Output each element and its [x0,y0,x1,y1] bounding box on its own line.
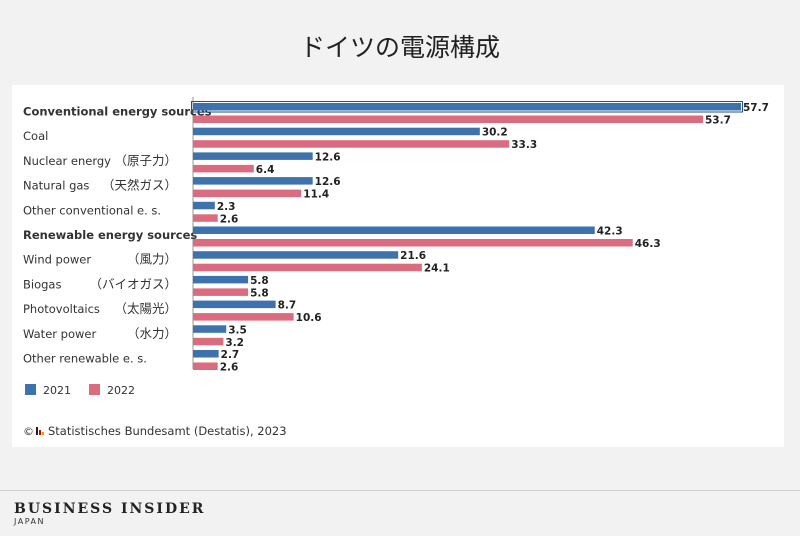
category-label: Natural gas [23,179,89,193]
category-label: Photovoltaics [23,302,100,316]
legend-label: 2022 [107,384,135,397]
data-label: 12.6 [315,151,341,163]
category-label: Water power [23,327,96,341]
source-text: Statistisches Bundesamt (Destatis), 2023 [48,424,287,438]
data-label: 24.1 [424,263,450,275]
data-label: 42.3 [597,226,623,238]
footer: BUSINESS INSIDER JAPAN [0,490,800,536]
legend-swatch-2022 [89,384,100,395]
bar-2021 [193,127,480,136]
category-label-jp: （天然ガス） [102,178,177,193]
bar-2022 [193,313,294,321]
data-label: 3.2 [225,337,244,349]
category-label: Wind power [23,253,91,267]
data-label: 46.3 [635,238,661,250]
bar-highlight [191,101,743,113]
category-label: Other conventional e. s. [23,203,161,217]
bar-2022 [193,362,218,370]
category-label: Other renewable e. s. [23,352,147,366]
category-label-jp: （バイオガス） [89,276,177,291]
category-label-jp: （水力） [127,326,177,341]
destatis-logo-bar [36,427,38,435]
bar-2022 [193,263,422,272]
category-label: Conventional energy sources [23,105,212,119]
bar-2021 [193,177,313,185]
category-label: Renewable energy sources [23,228,197,242]
data-label: 12.6 [315,176,341,188]
data-label: 5.8 [250,275,269,287]
legend-label: 2021 [43,384,71,397]
legend-swatch-2021 [25,384,36,395]
bar-2021 [193,275,249,284]
data-label: 8.7 [278,300,297,312]
data-label: 21.6 [400,250,426,262]
bar-2021 [193,350,219,358]
category-label: Nuclear energy [23,154,111,168]
bar-2022 [193,164,254,173]
bar-2022 [193,115,704,123]
data-label: 53.7 [705,115,731,127]
data-label: 10.6 [296,312,322,324]
bar-2021 [193,226,595,234]
bar-chart: Conventional energy sources 57.7 53.7 Coal 3… [23,97,769,438]
category-label: Coal [23,129,48,143]
data-label: 5.8 [250,287,269,299]
data-label: 2.7 [221,349,240,361]
copyright-symbol: © [23,425,34,438]
brand-logo: BUSINESS INSIDER [14,501,206,517]
bar-2022 [193,214,218,222]
data-label: 2.6 [220,213,239,225]
data-label: 2.6 [220,362,239,374]
bar-2021 [193,325,227,333]
data-label: 30.2 [482,127,508,139]
category-label-jp: （風力） [127,252,177,267]
data-label: 6.4 [256,164,275,176]
destatis-logo-bar [39,430,41,435]
bar-2022 [193,337,224,346]
bar-2021 [193,300,276,309]
data-label: 11.4 [303,189,329,201]
bar-2021 [193,251,399,259]
bar-2021 [193,152,313,160]
bar-2021 [193,103,741,111]
data-label: 33.3 [511,139,537,151]
destatis-logo-bar [42,432,44,435]
bar-2022 [193,288,249,296]
category-label-jp: （原子力） [114,153,177,168]
chart-title: ドイツの電源構成 [299,33,500,62]
data-label: 57.7 [743,102,769,114]
data-label: 3.5 [228,324,247,336]
data-label: 2.3 [217,201,236,213]
bar-2022 [193,140,510,148]
category-label-jp: （太陽光） [114,301,177,316]
brand-sub: JAPAN [14,517,45,526]
chart-card: Conventional energy sources 57.7 53.7 Coal 3… [12,85,784,447]
category-label: Biogas [23,277,61,291]
bar-2022 [193,239,633,247]
bar-2021 [193,201,215,210]
bar-2022 [193,189,302,198]
